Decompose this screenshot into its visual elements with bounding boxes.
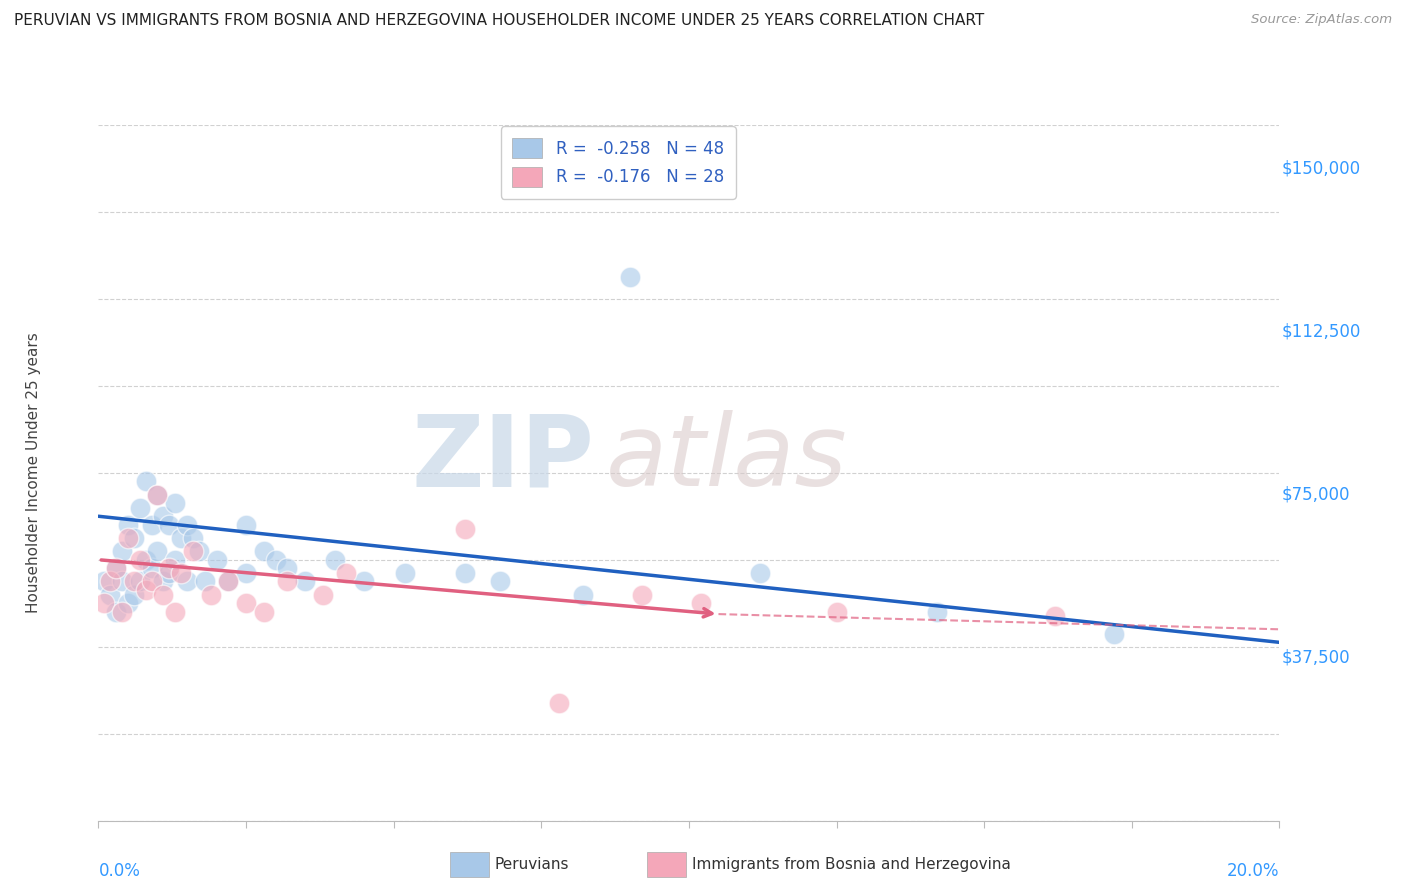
Point <box>152 509 174 524</box>
Point <box>141 574 163 589</box>
Point <box>264 552 287 567</box>
Point <box>128 552 150 567</box>
Point <box>453 522 475 536</box>
Point <box>253 605 276 619</box>
Point <box>98 574 121 589</box>
Point <box>157 561 180 575</box>
Point <box>157 566 180 580</box>
Point <box>1102 626 1125 640</box>
Text: Immigrants from Bosnia and Herzegovina: Immigrants from Bosnia and Herzegovina <box>692 857 1011 871</box>
Point <box>117 596 139 610</box>
Point <box>187 544 209 558</box>
Point <box>217 574 239 589</box>
Point <box>105 561 128 575</box>
Point <box>571 588 593 602</box>
Text: ZIP: ZIP <box>412 410 595 508</box>
Point <box>165 496 187 510</box>
Point <box>205 552 228 567</box>
Point <box>630 588 652 602</box>
Point <box>111 574 134 589</box>
Point <box>157 517 180 532</box>
Text: $112,500: $112,500 <box>1282 322 1361 341</box>
Point <box>146 487 169 501</box>
Point <box>925 605 948 619</box>
Point <box>276 561 298 575</box>
Point <box>689 596 711 610</box>
Point <box>105 605 128 619</box>
Point <box>141 561 163 575</box>
Text: Householder Income Under 25 years: Householder Income Under 25 years <box>25 333 41 613</box>
Point <box>111 544 134 558</box>
Point <box>748 566 770 580</box>
Point <box>146 487 169 501</box>
Point <box>825 605 848 619</box>
Text: Peruvians: Peruvians <box>495 857 569 871</box>
Point <box>453 566 475 580</box>
Point <box>235 596 257 610</box>
Point <box>128 574 150 589</box>
Point <box>194 574 217 589</box>
Point <box>135 552 157 567</box>
Point <box>122 588 145 602</box>
Point <box>181 531 204 545</box>
Point <box>548 696 571 710</box>
Text: $75,000: $75,000 <box>1282 485 1350 503</box>
Point <box>111 605 134 619</box>
Text: $150,000: $150,000 <box>1282 160 1361 178</box>
Text: Source: ZipAtlas.com: Source: ZipAtlas.com <box>1251 13 1392 27</box>
Point <box>135 475 157 489</box>
Text: $37,500: $37,500 <box>1282 648 1350 666</box>
Point <box>165 605 187 619</box>
Point <box>122 574 145 589</box>
Point <box>170 566 193 580</box>
Point <box>294 574 316 589</box>
Point <box>117 531 139 545</box>
Point <box>98 588 121 602</box>
Point <box>312 588 335 602</box>
Point <box>176 574 198 589</box>
Point <box>353 574 375 589</box>
Text: PERUVIAN VS IMMIGRANTS FROM BOSNIA AND HERZEGOVINA HOUSEHOLDER INCOME UNDER 25 Y: PERUVIAN VS IMMIGRANTS FROM BOSNIA AND H… <box>14 13 984 29</box>
Point <box>152 588 174 602</box>
Point <box>1043 609 1066 624</box>
Legend: R =  -0.258   N = 48, R =  -0.176   N = 28: R = -0.258 N = 48, R = -0.176 N = 28 <box>501 127 735 199</box>
Point <box>135 583 157 598</box>
Point <box>489 574 512 589</box>
Point <box>93 574 115 589</box>
Point <box>217 574 239 589</box>
Point <box>276 574 298 589</box>
Point <box>170 531 193 545</box>
Point <box>176 517 198 532</box>
Point <box>128 500 150 515</box>
Point <box>141 517 163 532</box>
Point <box>146 544 169 558</box>
Point <box>235 566 257 580</box>
Point <box>117 517 139 532</box>
Point <box>619 270 641 285</box>
Point <box>253 544 276 558</box>
Point <box>165 552 187 567</box>
Point <box>200 588 222 602</box>
Point <box>181 544 204 558</box>
Text: 0.0%: 0.0% <box>98 863 141 880</box>
Text: 20.0%: 20.0% <box>1227 863 1279 880</box>
Point <box>122 531 145 545</box>
Point <box>105 561 128 575</box>
Text: atlas: atlas <box>606 410 848 508</box>
Point <box>335 566 357 580</box>
Point <box>394 566 416 580</box>
Point <box>93 596 115 610</box>
Point <box>235 517 257 532</box>
Point <box>323 552 346 567</box>
Point <box>152 574 174 589</box>
